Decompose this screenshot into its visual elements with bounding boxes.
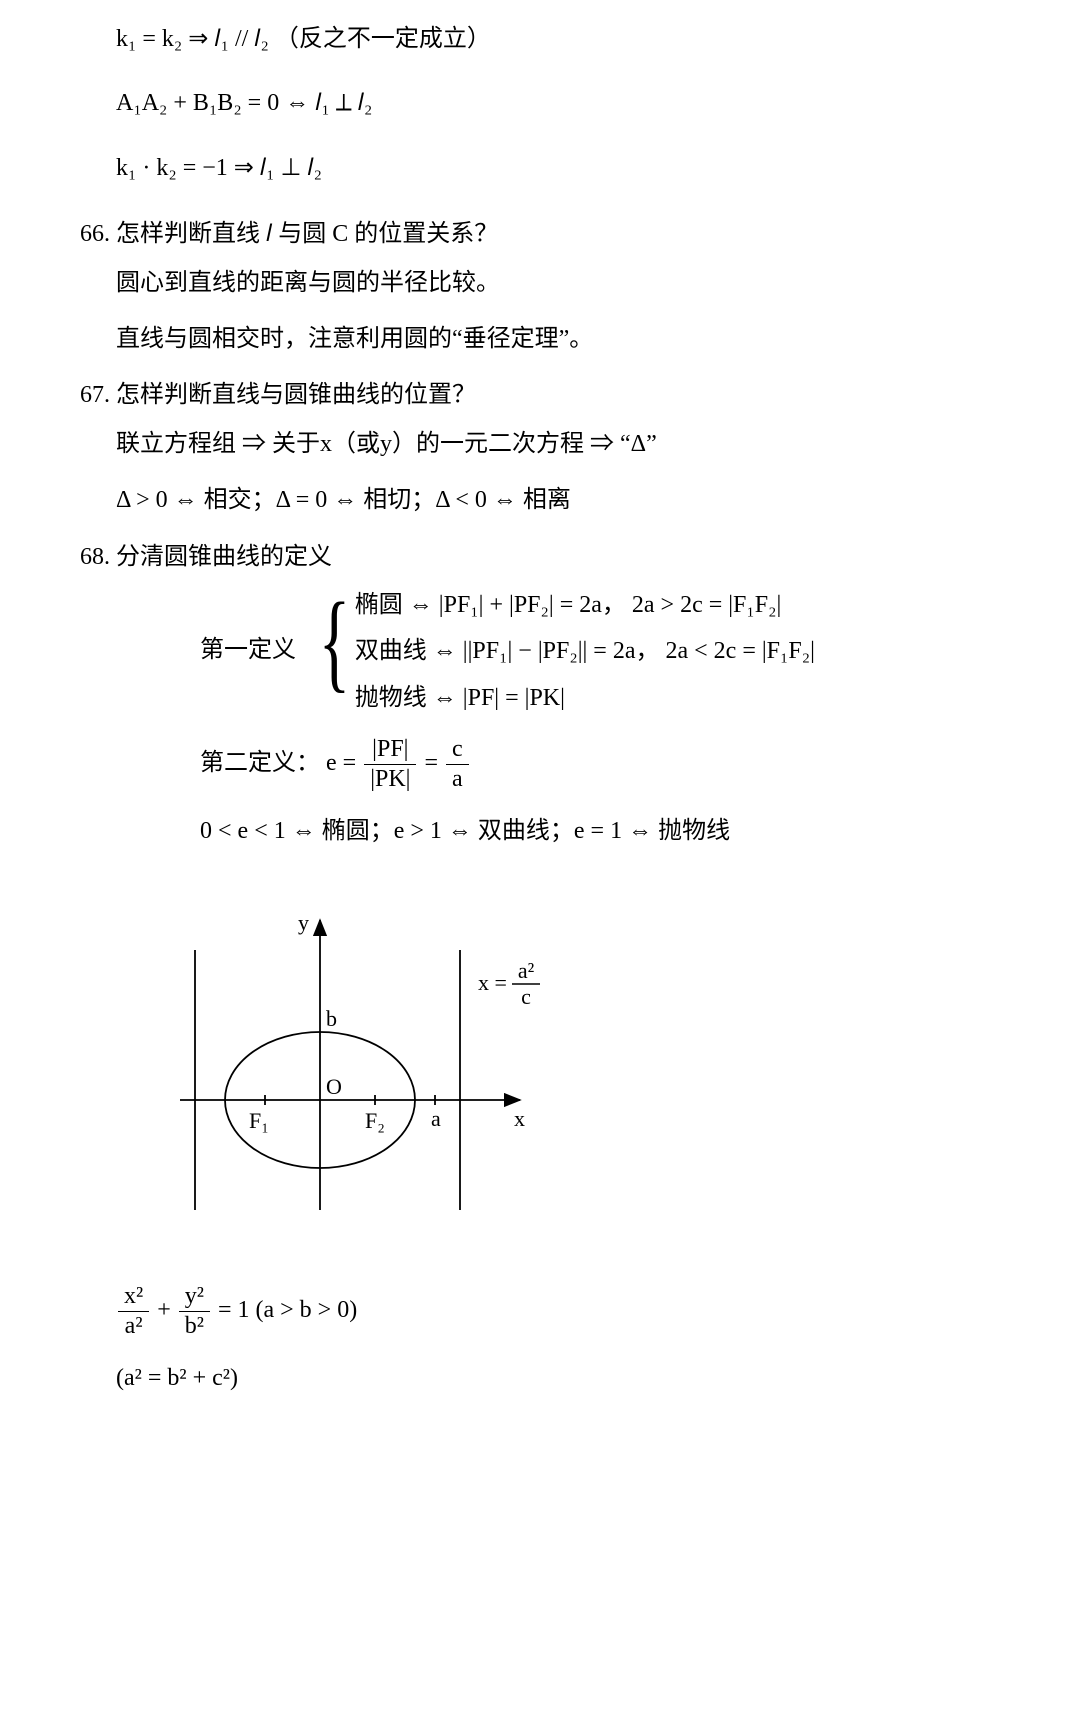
- q68-def1-ellipse: 椭圆 ⇔ |PF₁| + |PF₂| = 2a， 2a > 2c = |F₁F₂…: [355, 586, 815, 624]
- q68-def2-eq: =: [424, 750, 444, 776]
- q68-def2-prefix: 第二定义： e =: [200, 750, 362, 776]
- svg-text:F₂: F₂: [365, 1108, 385, 1133]
- equation-k1-k2: k₁ = k₂ ⇒ 𝑙₁ // 𝑙₂ （反之不一定成立）: [116, 20, 1000, 58]
- svg-text:a: a: [431, 1106, 441, 1131]
- ellipse-equation: x² a² + y² b² = 1 (a > b > 0): [116, 1282, 1000, 1341]
- q67-line1: 联立方程组 ⇒ 关于x（或y）的一元二次方程 ⇒ “Δ”: [116, 425, 1000, 463]
- q68-def2-den1: |PK|: [364, 765, 416, 794]
- q68-def2-range: 0 < e < 1 ⇔ 椭圆；e > 1 ⇔ 双曲线；e = 1 ⇔ 抛物线: [200, 812, 1000, 850]
- svg-text:x: x: [514, 1106, 525, 1131]
- abc-relation: (a² = b² + c²): [116, 1359, 1000, 1397]
- q66-line2: 直线与圆相交时，注意利用圆的“垂径定理”。: [116, 320, 1000, 358]
- svg-text:F₁: F₁: [249, 1108, 269, 1133]
- svg-text:a²: a²: [518, 958, 535, 983]
- q67-line2: Δ > 0 ⇔ 相交；Δ = 0 ⇔ 相切；Δ < 0 ⇔ 相离: [116, 481, 1000, 519]
- svg-text:O: O: [326, 1074, 342, 1099]
- q68-def2-num1: |PF|: [364, 735, 416, 765]
- ellipse-eq-xden: a²: [118, 1312, 149, 1341]
- brace-icon: {: [319, 586, 351, 717]
- question-67-title: 67. 怎样判断直线与圆锥曲线的位置？: [80, 376, 1000, 414]
- svg-text:x =: x =: [478, 970, 507, 995]
- ellipse-svg: y x Ob a F₁ F₂ x = a²c: [140, 880, 560, 1240]
- q66-line1: 圆心到直线的距离与圆的半径比较。: [116, 264, 1000, 302]
- ellipse-eq-yden: b²: [179, 1312, 210, 1341]
- q68-def2-den2: a: [446, 765, 469, 794]
- ellipse-eq-ynum: y²: [179, 1282, 210, 1312]
- q68-def1-hyperbola: 双曲线 ⇔ ||PF₁| − |PF₂|| = 2a， 2a < 2c = |F…: [355, 632, 815, 670]
- q68-def1-parabola: 抛物线 ⇔ |PF| = |PK|: [355, 679, 815, 717]
- q68-def1: 第一定义 { 椭圆 ⇔ |PF₁| + |PF₂| = 2a， 2a > 2c …: [200, 586, 1000, 717]
- ellipse-eq-plus: +: [157, 1297, 177, 1323]
- equation-k1k2-neg1: k₁ · k₂ = −1 ⇒ 𝑙₁ ⊥ 𝑙₂: [116, 149, 1000, 187]
- ellipse-diagram: y x Ob a F₁ F₂ x = a²c: [140, 880, 1000, 1252]
- ellipse-eq-xnum: x²: [118, 1282, 149, 1312]
- q68-def2-num2: c: [446, 735, 469, 765]
- ellipse-eq-suffix: = 1 (a > b > 0): [218, 1297, 357, 1323]
- svg-text:y: y: [298, 910, 309, 935]
- svg-text:c: c: [521, 984, 531, 1009]
- q68-def1-label: 第一定义: [200, 637, 296, 663]
- q68-def2: 第二定义： e = |PF| |PK| = c a: [200, 735, 1000, 794]
- equation-a1a2-b1b2: A₁A₂ + B₁B₂ = 0 ⇔ 𝑙₁ ⊥ 𝑙₂: [116, 84, 1000, 122]
- question-68-title: 68. 分清圆锥曲线的定义: [80, 538, 1000, 576]
- svg-text:b: b: [326, 1006, 337, 1031]
- question-66-title: 66. 怎样判断直线 𝑙 与圆 C 的位置关系？: [80, 215, 1000, 253]
